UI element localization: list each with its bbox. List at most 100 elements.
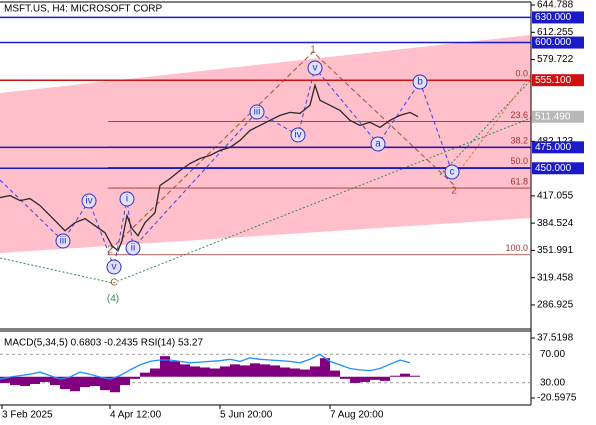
x-tick-label: 5 Jun 20:00 — [220, 410, 273, 421]
macd-bar — [60, 376, 70, 390]
wave-circle — [249, 104, 265, 120]
wave-circle — [307, 60, 323, 76]
macd-bar — [220, 366, 230, 377]
macd-bar — [0, 376, 10, 383]
y-tick-label: 286.925 — [537, 300, 574, 311]
macd-bar — [170, 361, 180, 377]
y-tick-label: -20.5975 — [537, 393, 577, 404]
x-tick-label: 7 Aug 20:00 — [330, 410, 384, 421]
x-tick-label: 4 Apr 12:00 — [110, 410, 162, 421]
macd-bar — [260, 364, 270, 377]
wave-label: v — [313, 63, 318, 74]
wave-label: iv — [85, 196, 92, 207]
macd-bar — [90, 376, 100, 387]
x-tick-label: 3 Feb 2025 — [2, 410, 53, 421]
macd-bar — [110, 376, 120, 393]
chart-title: MSFT.US, H4: MICROSOFT CORP — [4, 4, 162, 15]
macd-bar — [140, 372, 150, 377]
macd-bar — [180, 364, 190, 377]
wave-label: iii — [254, 107, 261, 118]
y-tick-label: 37.5198 — [537, 333, 574, 344]
fib-label: 50.0 — [510, 156, 528, 166]
y-tick-label: 351.991 — [537, 245, 574, 256]
macd-bar — [210, 368, 220, 377]
macd-bar — [80, 376, 90, 388]
macd-bar — [150, 368, 160, 377]
macd-bar — [130, 376, 140, 379]
y2-tick-label: 30.00 — [540, 377, 565, 388]
y-tick-label: 384.524 — [537, 218, 574, 229]
macd-bar — [400, 373, 410, 377]
macd-bar — [270, 365, 280, 377]
current-price-box — [532, 110, 584, 123]
macd-bar — [190, 366, 200, 377]
fib-label: 0.0 — [515, 69, 528, 79]
macd-bar — [370, 376, 380, 380]
macd-bar — [360, 376, 370, 382]
level-label: 630.000 — [535, 12, 572, 23]
wave-label: C — [110, 278, 117, 289]
level-label: 600.000 — [535, 37, 572, 48]
level-box — [532, 162, 584, 175]
macd-bar — [230, 364, 240, 377]
macd-bar — [70, 376, 80, 392]
wave-label: a — [375, 139, 381, 150]
wave-label: b — [417, 77, 423, 88]
macd-bar — [320, 358, 330, 377]
macd-bar — [330, 370, 340, 377]
wave-label: c — [450, 167, 455, 178]
y-tick-label: 579.722 — [537, 54, 574, 65]
indicator-title: MACD(5,34,5) 0.6803 -0.2435 RSI(14) 53.2… — [4, 338, 203, 349]
macd-bar — [340, 376, 350, 379]
macd-bar — [40, 376, 50, 382]
fib-label: 61.8 — [510, 176, 528, 186]
macd-bar — [300, 369, 310, 377]
level-box — [532, 36, 584, 49]
wave-circle — [81, 193, 97, 209]
wave-lines — [0, 51, 532, 284]
macd-bar — [280, 367, 290, 377]
macd-bar — [290, 368, 300, 377]
wave-circle — [55, 233, 71, 249]
macd-bar — [350, 376, 360, 383]
fib-label: 38.2 — [510, 135, 528, 145]
wave-circle — [412, 74, 428, 90]
wave-circle — [106, 259, 122, 275]
wave-circle — [290, 127, 306, 143]
wave-circle — [444, 164, 460, 180]
level-label: 475.000 — [535, 142, 572, 153]
macd-bar — [250, 363, 260, 377]
level-box — [532, 141, 584, 154]
wave-label: i — [126, 194, 128, 205]
macd-bar — [30, 376, 40, 384]
wave-label: 1 — [310, 45, 316, 56]
price-line — [0, 82, 419, 252]
wave-label: iv — [294, 130, 301, 141]
macd-bar — [10, 376, 20, 386]
macd-bar — [20, 376, 30, 387]
wave-circle — [125, 240, 141, 256]
rsi-line — [0, 353, 411, 380]
macd-bar — [240, 365, 250, 377]
wave-label: v — [112, 262, 117, 273]
macd-bar — [390, 375, 400, 377]
wave-label: 2 — [107, 245, 113, 256]
wave-circle — [370, 136, 386, 152]
macd-bar — [200, 367, 210, 377]
wave-label: iii — [60, 236, 67, 247]
macd-bar — [380, 376, 390, 381]
y-tick-label: 417.055 — [537, 191, 574, 202]
macd-bar — [160, 356, 170, 377]
y-tick-label: 612.255 — [537, 27, 574, 38]
macd-bar — [50, 376, 60, 386]
wave-label: ii — [131, 243, 135, 254]
y-tick-label: 644.788 — [537, 0, 574, 11]
level-label: 450.000 — [535, 163, 572, 174]
macd-bar — [100, 376, 110, 391]
y2-tick-label: 70.00 — [540, 349, 565, 360]
y-tick-label: 319.458 — [537, 272, 574, 283]
wave-label: (4) — [107, 294, 119, 305]
level-box — [532, 11, 584, 24]
level-box — [532, 74, 584, 87]
